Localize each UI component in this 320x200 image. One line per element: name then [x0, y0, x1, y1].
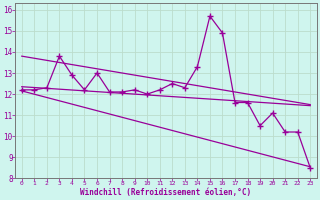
X-axis label: Windchill (Refroidissement éolien,°C): Windchill (Refroidissement éolien,°C) [80, 188, 252, 197]
